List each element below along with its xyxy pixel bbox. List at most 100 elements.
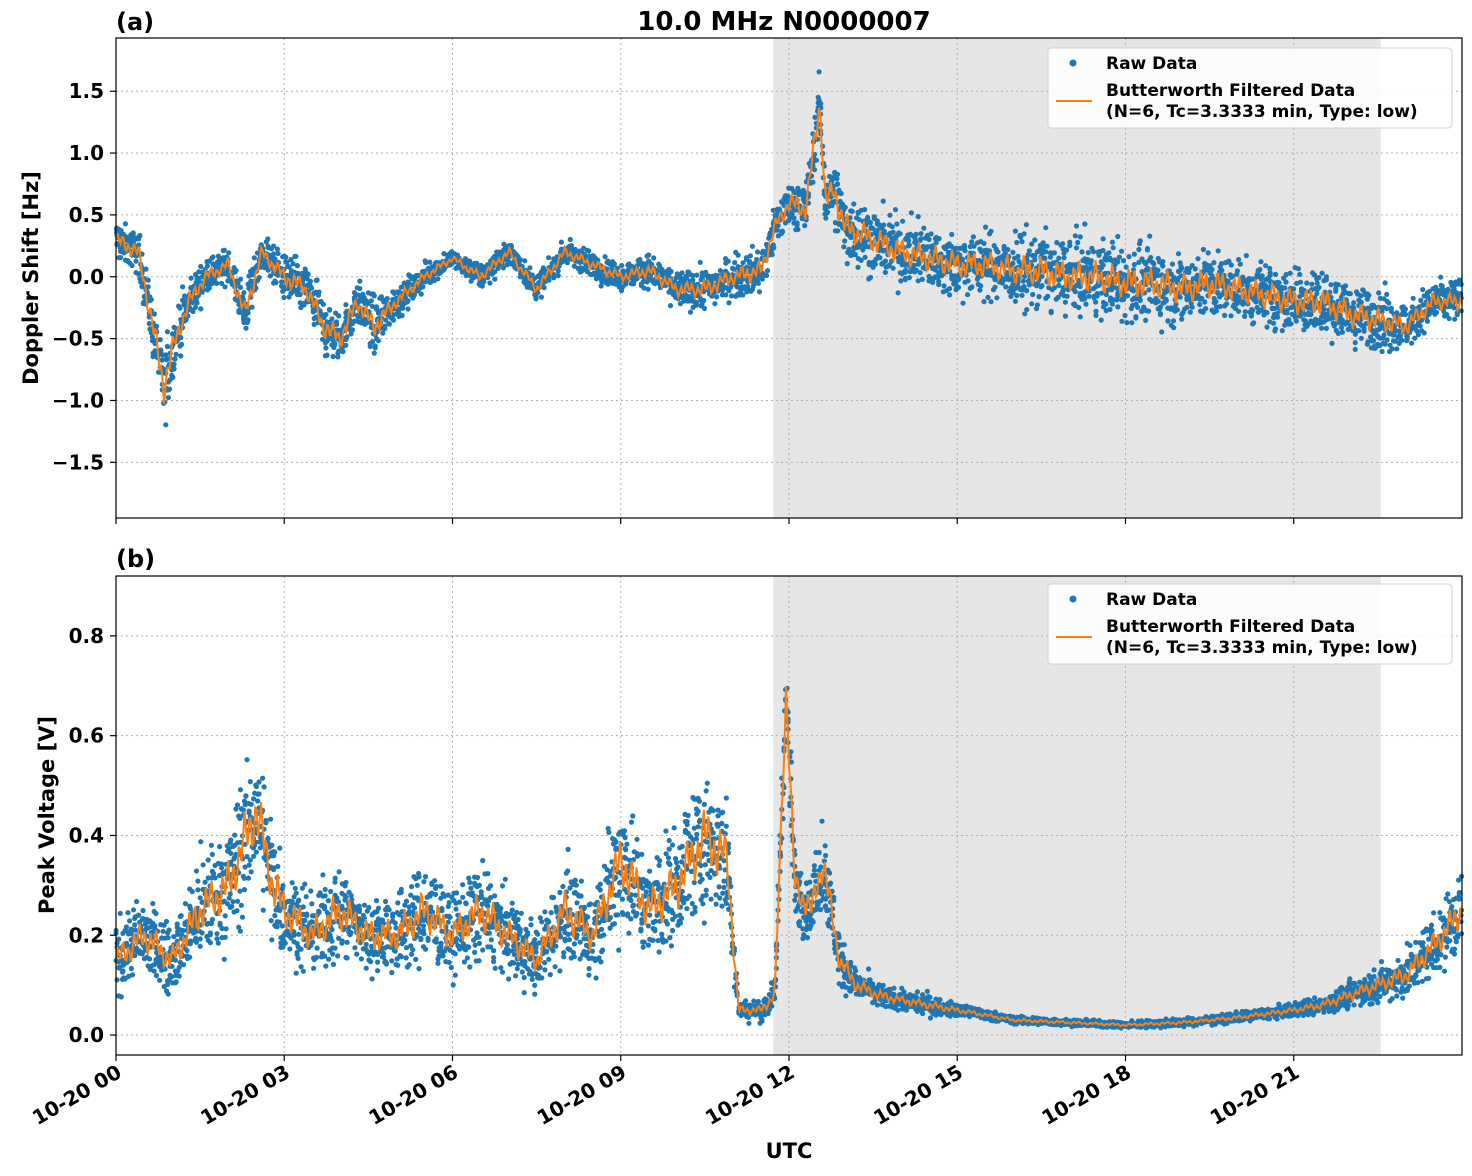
raw-data-point — [1271, 321, 1276, 326]
raw-data-point — [533, 295, 538, 300]
raw-data-point — [206, 857, 211, 862]
raw-data-point — [143, 267, 148, 272]
raw-data-point — [994, 295, 999, 300]
raw-data-point — [612, 261, 617, 266]
raw-data-point — [1184, 305, 1189, 310]
raw-data-point — [898, 278, 903, 283]
raw-data-point — [765, 268, 770, 273]
raw-data-point — [900, 219, 905, 224]
raw-data-point — [1015, 254, 1020, 259]
raw-data-point — [748, 253, 753, 258]
raw-data-point — [129, 966, 134, 971]
raw-data-point — [1288, 321, 1293, 326]
raw-data-point — [294, 971, 299, 976]
raw-data-point — [255, 798, 260, 803]
raw-data-point — [1078, 314, 1083, 319]
raw-data-point — [599, 283, 604, 288]
raw-data-point — [855, 265, 860, 270]
raw-data-point — [329, 939, 334, 944]
raw-data-point — [1283, 280, 1288, 285]
raw-data-point — [694, 273, 699, 278]
raw-data-point — [177, 974, 182, 979]
raw-data-point — [1403, 306, 1408, 311]
raw-data-point — [669, 269, 674, 274]
raw-data-point — [918, 236, 923, 241]
raw-data-point — [1275, 315, 1280, 320]
raw-data-point — [1129, 320, 1134, 325]
raw-data-point — [1101, 248, 1106, 253]
raw-data-point — [825, 210, 830, 215]
raw-data-point — [1201, 247, 1206, 252]
raw-data-point — [1351, 300, 1356, 305]
raw-data-point — [152, 969, 157, 974]
raw-data-point — [177, 965, 182, 970]
raw-data-point — [295, 263, 300, 268]
raw-data-point — [275, 864, 280, 869]
raw-data-point — [698, 260, 703, 265]
raw-data-point — [153, 911, 158, 916]
raw-data-point — [1336, 282, 1341, 287]
raw-data-point — [1238, 262, 1243, 267]
raw-data-point — [331, 354, 336, 359]
raw-data-point — [1202, 299, 1207, 304]
raw-data-point — [216, 941, 221, 946]
raw-data-point — [916, 214, 921, 219]
raw-data-point — [419, 292, 424, 297]
raw-data-point — [1176, 251, 1181, 256]
raw-data-point — [862, 207, 867, 212]
raw-data-point — [1384, 292, 1389, 297]
raw-data-point — [1211, 260, 1216, 265]
y-tick-label: −1.0 — [52, 388, 104, 412]
raw-data-point — [702, 306, 707, 311]
raw-data-point — [712, 301, 717, 306]
figure-title: 10.0 MHz N0000007 — [637, 7, 930, 37]
raw-data-point — [1214, 308, 1219, 313]
raw-data-point — [802, 223, 807, 228]
raw-data-point — [559, 240, 564, 245]
panel-a: (a) −1.5−1.0−0.50.00.51.01.5 Doppler Shi… — [19, 8, 1464, 524]
raw-data-point — [1160, 259, 1165, 264]
raw-data-point — [256, 791, 261, 796]
raw-data-point — [1010, 261, 1015, 266]
raw-data-point — [971, 234, 976, 239]
raw-data-point — [1297, 272, 1302, 277]
raw-data-point — [331, 962, 336, 967]
raw-data-point — [345, 955, 350, 960]
raw-data-point — [228, 851, 233, 856]
raw-data-point — [835, 172, 840, 177]
raw-data-point — [937, 236, 942, 241]
raw-data-point — [302, 918, 307, 923]
raw-data-point — [755, 249, 760, 254]
y-tick-label: 0.5 — [69, 203, 104, 227]
raw-data-point — [343, 343, 348, 348]
raw-data-point — [1003, 284, 1008, 289]
raw-data-point — [203, 880, 208, 885]
raw-data-point — [172, 362, 177, 367]
raw-data-point — [400, 313, 405, 318]
raw-data-point — [228, 838, 233, 843]
raw-data-point — [1148, 255, 1153, 260]
raw-data-point — [194, 300, 199, 305]
raw-data-point — [239, 903, 244, 908]
raw-data-point — [1060, 241, 1065, 246]
raw-data-point — [745, 284, 750, 289]
raw-data-point — [1383, 280, 1388, 285]
raw-data-point — [179, 342, 184, 347]
raw-data-point — [311, 966, 316, 971]
raw-data-point — [223, 935, 228, 940]
raw-data-point — [1019, 239, 1024, 244]
raw-data-point — [1197, 302, 1202, 307]
raw-data-point — [181, 962, 186, 967]
raw-data-point — [166, 395, 171, 400]
raw-data-point — [190, 889, 195, 894]
raw-data-point — [1078, 234, 1083, 239]
raw-data-point — [1459, 282, 1464, 287]
raw-data-point — [1236, 257, 1241, 262]
raw-data-point — [210, 852, 215, 857]
raw-data-point — [315, 278, 320, 283]
raw-data-point — [320, 872, 325, 877]
raw-data-point — [296, 898, 301, 903]
raw-data-point — [435, 276, 440, 281]
y-tick-label: −1.5 — [52, 450, 104, 474]
raw-data-point — [814, 158, 819, 163]
